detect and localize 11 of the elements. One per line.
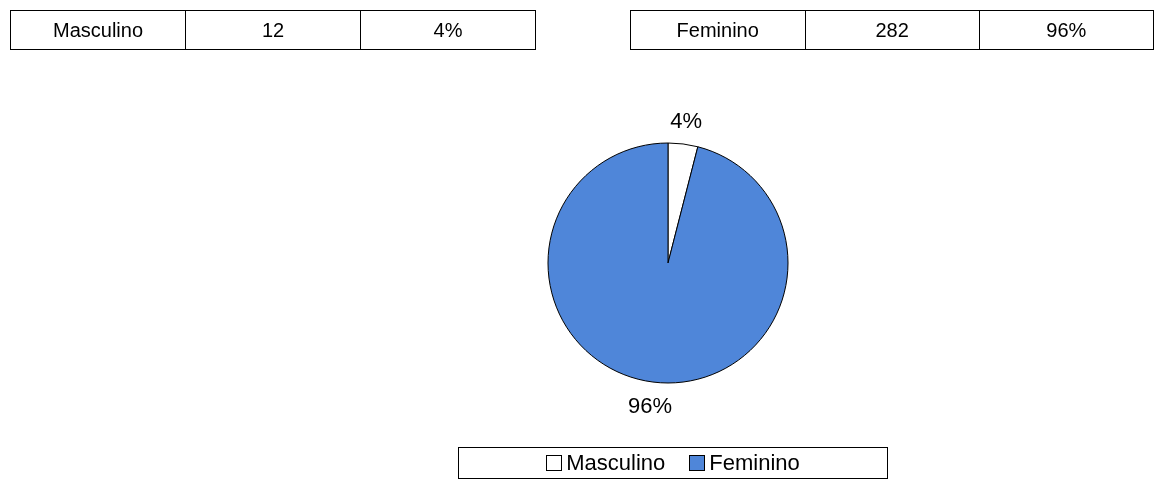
slice-label: Feminino [630, 10, 805, 50]
legend-label: Masculino [565, 450, 666, 476]
text: 4% [433, 18, 463, 41]
data-label: 96% [627, 393, 672, 419]
category-label: Masculino [52, 18, 144, 41]
text: 12 [185, 10, 361, 50]
data-label: 4% [670, 107, 702, 133]
text: 282 [805, 10, 980, 50]
legend-label: Feminino [708, 450, 800, 476]
text: 96% [1046, 18, 1087, 41]
pie-slice [547, 142, 789, 384]
